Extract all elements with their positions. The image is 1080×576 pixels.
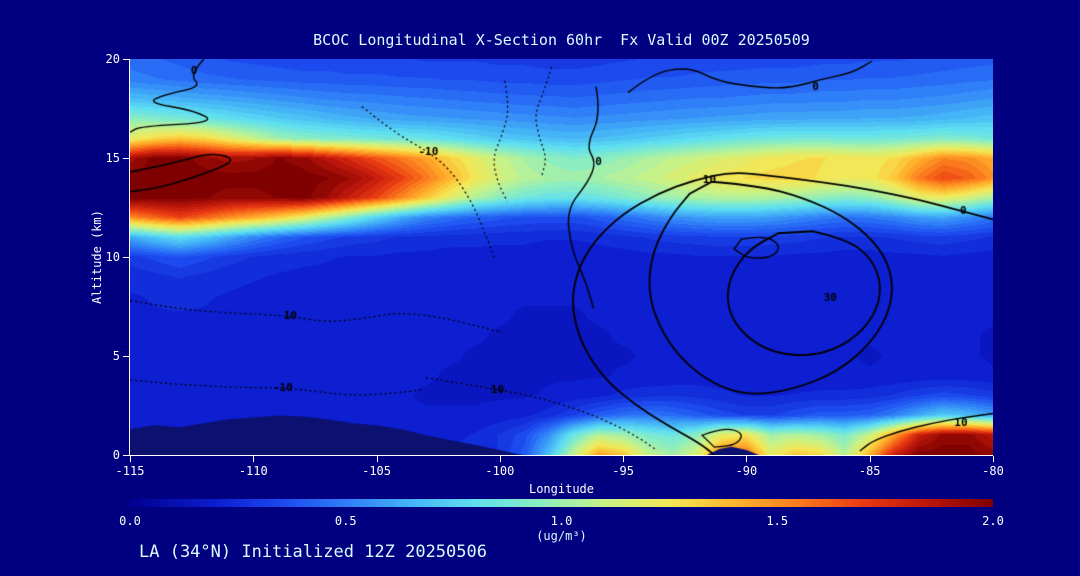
x-tick-label: -100: [485, 464, 515, 478]
plot-title: BCOC Longitudinal X-Section 60hr Fx Vali…: [313, 31, 810, 49]
colorbar-tick-label: 2.0: [982, 514, 1004, 528]
x-tick-label: -95: [612, 464, 634, 478]
y-tick-mark: [123, 356, 129, 357]
colorbar-tick-label: 0.0: [119, 514, 141, 528]
x-tick-mark: [623, 456, 625, 462]
y-axis-title: Altitude (km): [90, 210, 104, 304]
x-tick-label: -110: [238, 464, 268, 478]
xsection-heatmap-canvas: [130, 59, 993, 455]
y-tick-label: 15: [105, 151, 120, 165]
colorbar-units-label: (ug/m³): [536, 529, 587, 543]
x-tick-mark: [130, 456, 131, 462]
x-tick-mark: [746, 456, 748, 462]
x-tick-label: -85: [858, 464, 881, 478]
y-tick-mark: [123, 455, 129, 456]
x-tick-mark: [253, 456, 255, 462]
y-tick-label: 10: [105, 250, 120, 264]
y-tick-label: 0: [112, 448, 120, 462]
plot-frame: [129, 59, 993, 456]
colorbar-tick-label: 0.5: [334, 514, 357, 528]
x-axis-title: Longitude: [528, 482, 595, 496]
y-tick-label: 5: [112, 349, 120, 363]
x-tick-mark: [993, 456, 994, 462]
x-tick-label: -90: [735, 464, 758, 478]
x-tick-mark: [499, 456, 501, 462]
colorbar-tick-label: 1.0: [550, 514, 573, 528]
x-tick-label: -105: [362, 464, 392, 478]
colorbar-gradient-canvas: [130, 499, 993, 507]
x-tick-label: -115: [115, 464, 145, 478]
y-tick-mark: [123, 158, 129, 159]
y-tick-label: 20: [105, 52, 120, 66]
x-tick-mark: [869, 456, 871, 462]
x-tick-mark: [376, 456, 378, 462]
colorbar: [130, 499, 993, 507]
y-tick-mark: [123, 59, 129, 60]
colorbar-tick-label: 1.5: [766, 514, 789, 528]
init-info-label: LA (34°N) Initialized 12Z 20250506: [139, 542, 487, 562]
x-tick-label: -80: [982, 464, 1004, 478]
y-tick-mark: [123, 257, 129, 258]
